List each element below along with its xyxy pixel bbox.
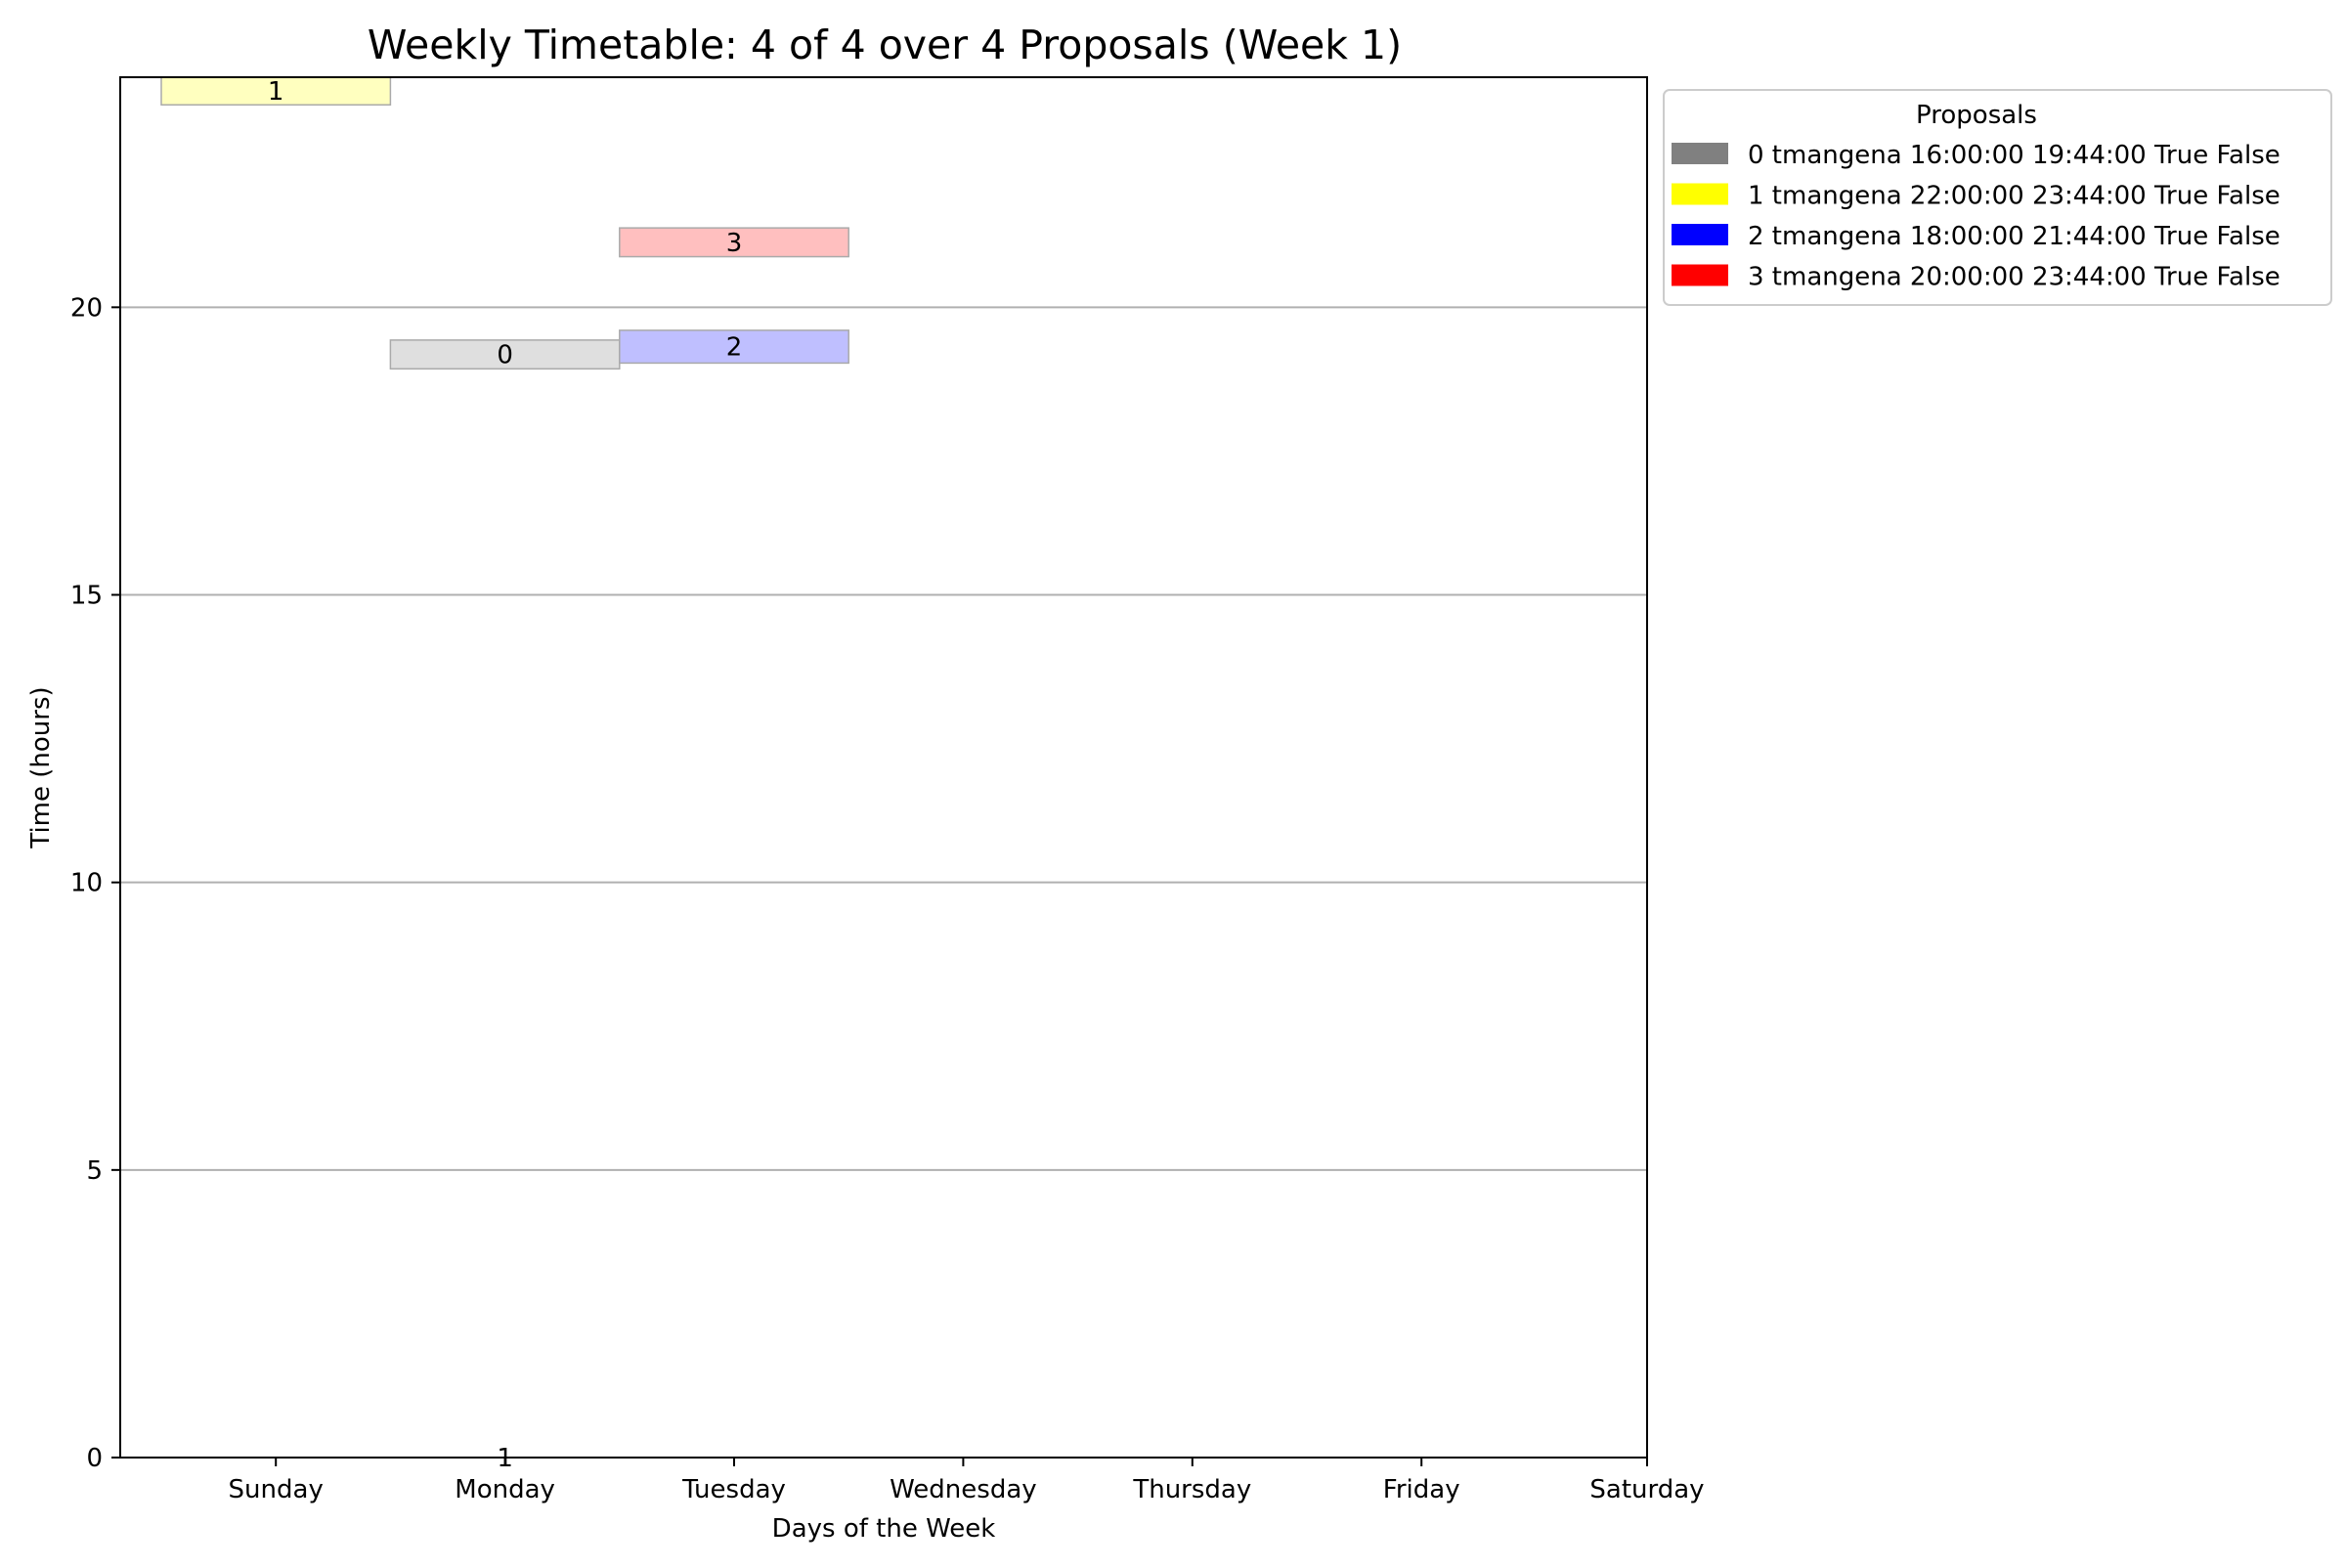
legend-swatch <box>1672 143 1728 164</box>
y-tick-label: 10 <box>70 869 103 898</box>
legend-title: Proposals <box>1916 101 2037 130</box>
legend-entries: 0 tmangena 16:00:00 19:44:00 True False 1… <box>1672 141 2281 292</box>
x-tick-label: Tuesday <box>681 1475 786 1504</box>
legend-swatch <box>1672 224 1728 245</box>
legend-label: 3 tmangena 20:00:00 23:44:00 True False <box>1748 263 2281 292</box>
chart-title: Weekly Timetable: 4 of 4 over 4 Proposal… <box>368 22 1402 68</box>
x-axis: Sunday Monday Tuesday Wednesday Thursday Frid… <box>229 1458 1705 1504</box>
proposal-block <box>389 339 621 370</box>
plot-area <box>119 76 1648 1459</box>
legend: Proposals 0 tmangena 16:00:00 19:44:00 T… <box>1663 89 2332 306</box>
x-tick-label: Sunday <box>229 1475 324 1504</box>
block-label: 2 <box>726 333 743 363</box>
proposal-block <box>619 227 849 258</box>
y-axis: 0 5 10 15 20 <box>70 293 120 1473</box>
y-tick-label: 0 <box>86 1444 103 1473</box>
legend-box <box>1663 89 2332 306</box>
x-tick-label: Wednesday <box>890 1475 1037 1504</box>
legend-swatch <box>1672 183 1728 205</box>
block-label: 0 <box>497 341 513 370</box>
proposal-block <box>619 329 849 365</box>
x-tick-label: Friday <box>1383 1475 1460 1504</box>
grid-lines <box>120 306 1647 1171</box>
y-tick-label: 15 <box>70 582 103 611</box>
legend-label: 0 tmangena 16:00:00 19:44:00 True False <box>1748 141 2281 170</box>
legend-label: 2 tmangena 18:00:00 21:44:00 True False <box>1748 222 2281 251</box>
y-axis-label: Time (hours) <box>26 686 56 849</box>
x-tick-label: Saturday <box>1589 1475 1704 1504</box>
x-tick-label: Monday <box>455 1475 555 1504</box>
x-axis-label: Days of the Week <box>772 1514 996 1544</box>
proposal-blocks <box>160 76 849 370</box>
y-tick-label: 5 <box>86 1156 103 1186</box>
x-tick-label: Thursday <box>1132 1475 1251 1504</box>
block-label: 3 <box>726 229 743 258</box>
y-tick-label: 20 <box>70 293 103 323</box>
proposal-block <box>160 76 392 106</box>
legend-label: 1 tmangena 22:00:00 23:44:00 True False <box>1748 182 2281 211</box>
block-label: 1 <box>268 77 284 107</box>
legend-swatch <box>1672 264 1728 286</box>
